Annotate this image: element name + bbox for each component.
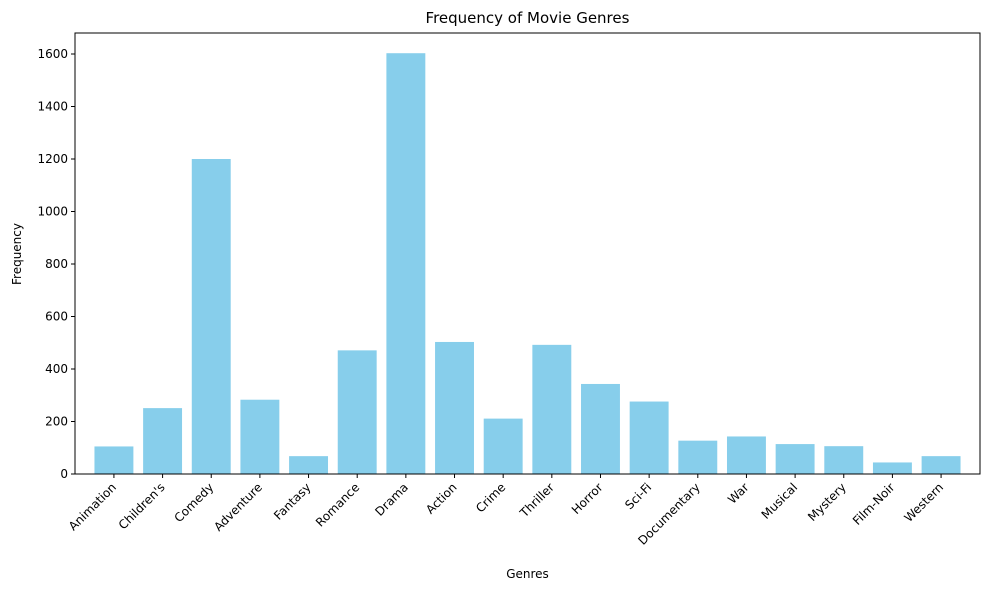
bar <box>532 344 572 474</box>
x-axis-label: Genres <box>506 567 549 581</box>
y-tick-label: 400 <box>45 362 68 376</box>
x-tick-label: Film-Noir <box>850 480 898 528</box>
bar <box>289 456 329 474</box>
y-tick-label: 0 <box>60 467 68 481</box>
plot-area: 0 200 400 600 800 1000 1200 1400 1600 AnimationCh… <box>37 47 961 548</box>
x-tick-label: Crime <box>473 480 508 515</box>
x-tick-label: Sci-Fi <box>622 480 654 512</box>
bar <box>872 462 912 474</box>
x-tick-label: Drama <box>372 480 411 519</box>
y-tick-label: 1400 <box>37 100 68 114</box>
bar <box>386 53 426 475</box>
bar <box>629 401 669 474</box>
bar <box>191 159 231 474</box>
bar <box>483 418 523 474</box>
x-tick-label: Thriller <box>517 480 557 520</box>
x-tick-label: War <box>725 480 751 506</box>
y-tick-label: 800 <box>45 257 68 271</box>
y-tick-label: 200 <box>45 415 68 429</box>
x-tick-label: Adventure <box>211 480 265 534</box>
y-tick-label: 600 <box>45 310 68 324</box>
bar <box>678 440 718 474</box>
x-tick-label: Fantasy <box>271 480 314 523</box>
x-tick-label: Animation <box>66 480 119 533</box>
chart-title: Frequency of Movie Genres <box>426 9 630 27</box>
y-tick-label: 1600 <box>37 47 68 61</box>
bar <box>337 350 377 474</box>
y-axis-label: Frequency <box>10 223 24 285</box>
y-tick-label: 1200 <box>37 152 68 166</box>
x-tick-label: Romance <box>313 480 362 529</box>
bar <box>726 436 766 474</box>
x-tick-label: Mystery <box>805 480 849 524</box>
bar <box>824 446 864 474</box>
bar <box>240 399 280 474</box>
x-tick-label: Horror <box>569 480 606 517</box>
x-tick-label: Musical <box>759 480 801 522</box>
bar <box>94 446 134 474</box>
bar <box>581 383 620 474</box>
bar <box>435 341 474 474</box>
bar <box>921 456 961 474</box>
bar <box>143 408 183 474</box>
x-tick-label: Children's <box>116 480 168 532</box>
bar <box>775 444 815 474</box>
plot-frame <box>74 32 981 475</box>
x-tick-label: Western <box>901 480 946 525</box>
x-tick-label: Comedy <box>171 480 216 525</box>
x-tick-label: Action <box>423 480 459 516</box>
y-tick-label: 1000 <box>37 205 68 219</box>
